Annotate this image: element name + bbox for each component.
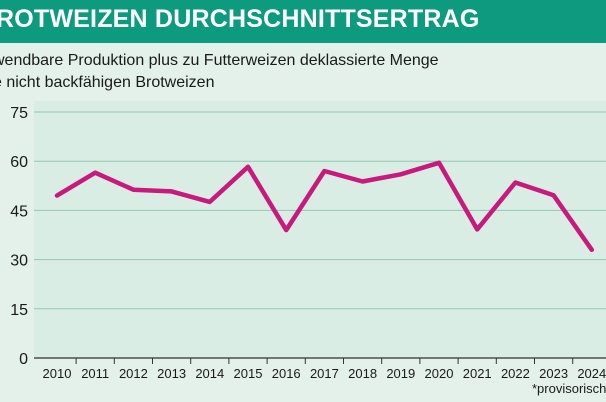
series-line [54, 160, 595, 253]
chart-title: ROTWEIZEN DURCHSCHNITTSERTRAG [0, 5, 480, 33]
x-tick-label: 2017 [310, 366, 339, 381]
y-tick-label: 30 [10, 253, 28, 270]
header-bar: ROTWEIZEN DURCHSCHNITTSERTRAG [0, 0, 606, 43]
y-axis-ticks: 0 15 30 45 60 75 [10, 105, 28, 368]
x-tick-label: 2024 [577, 366, 606, 381]
x-tick-label: 2018 [348, 366, 377, 381]
chart-subtitle-line-1: wendbare Produktion plus zu Futterweizen… [0, 52, 439, 69]
x-tick-label: 2019 [386, 366, 415, 381]
footnote: *provisorisch [532, 381, 606, 396]
x-tick-label: 2012 [119, 366, 148, 381]
x-tick-label: 2016 [272, 366, 301, 381]
x-tick-label: 2020 [425, 366, 454, 381]
x-tick-label: 2010 [43, 366, 72, 381]
chart-subtitle-line-2: e nicht backfähigen Brotweizen [0, 74, 215, 91]
y-tick-label: 45 [10, 203, 28, 220]
y-tick-label: 0 [19, 351, 28, 368]
x-tick-label: 2013 [157, 366, 186, 381]
x-tick-label: 2023 [539, 366, 568, 381]
x-tick-label: 2022 [501, 366, 530, 381]
plot-area [34, 101, 606, 359]
y-tick-label: 15 [10, 302, 28, 319]
x-tick-label: 2015 [234, 366, 263, 381]
x-tick-label: 2014 [195, 366, 224, 381]
y-tick-label: 75 [10, 105, 28, 122]
gridlines [34, 111, 606, 310]
x-axis-ticks: 2010 2011 2012 2013 2014 2015 2016 2017 2018 2019… [43, 358, 606, 381]
x-tick-label: 2011 [81, 366, 109, 381]
x-tick-label: 2021 [463, 366, 492, 381]
y-tick-label: 60 [10, 154, 28, 171]
